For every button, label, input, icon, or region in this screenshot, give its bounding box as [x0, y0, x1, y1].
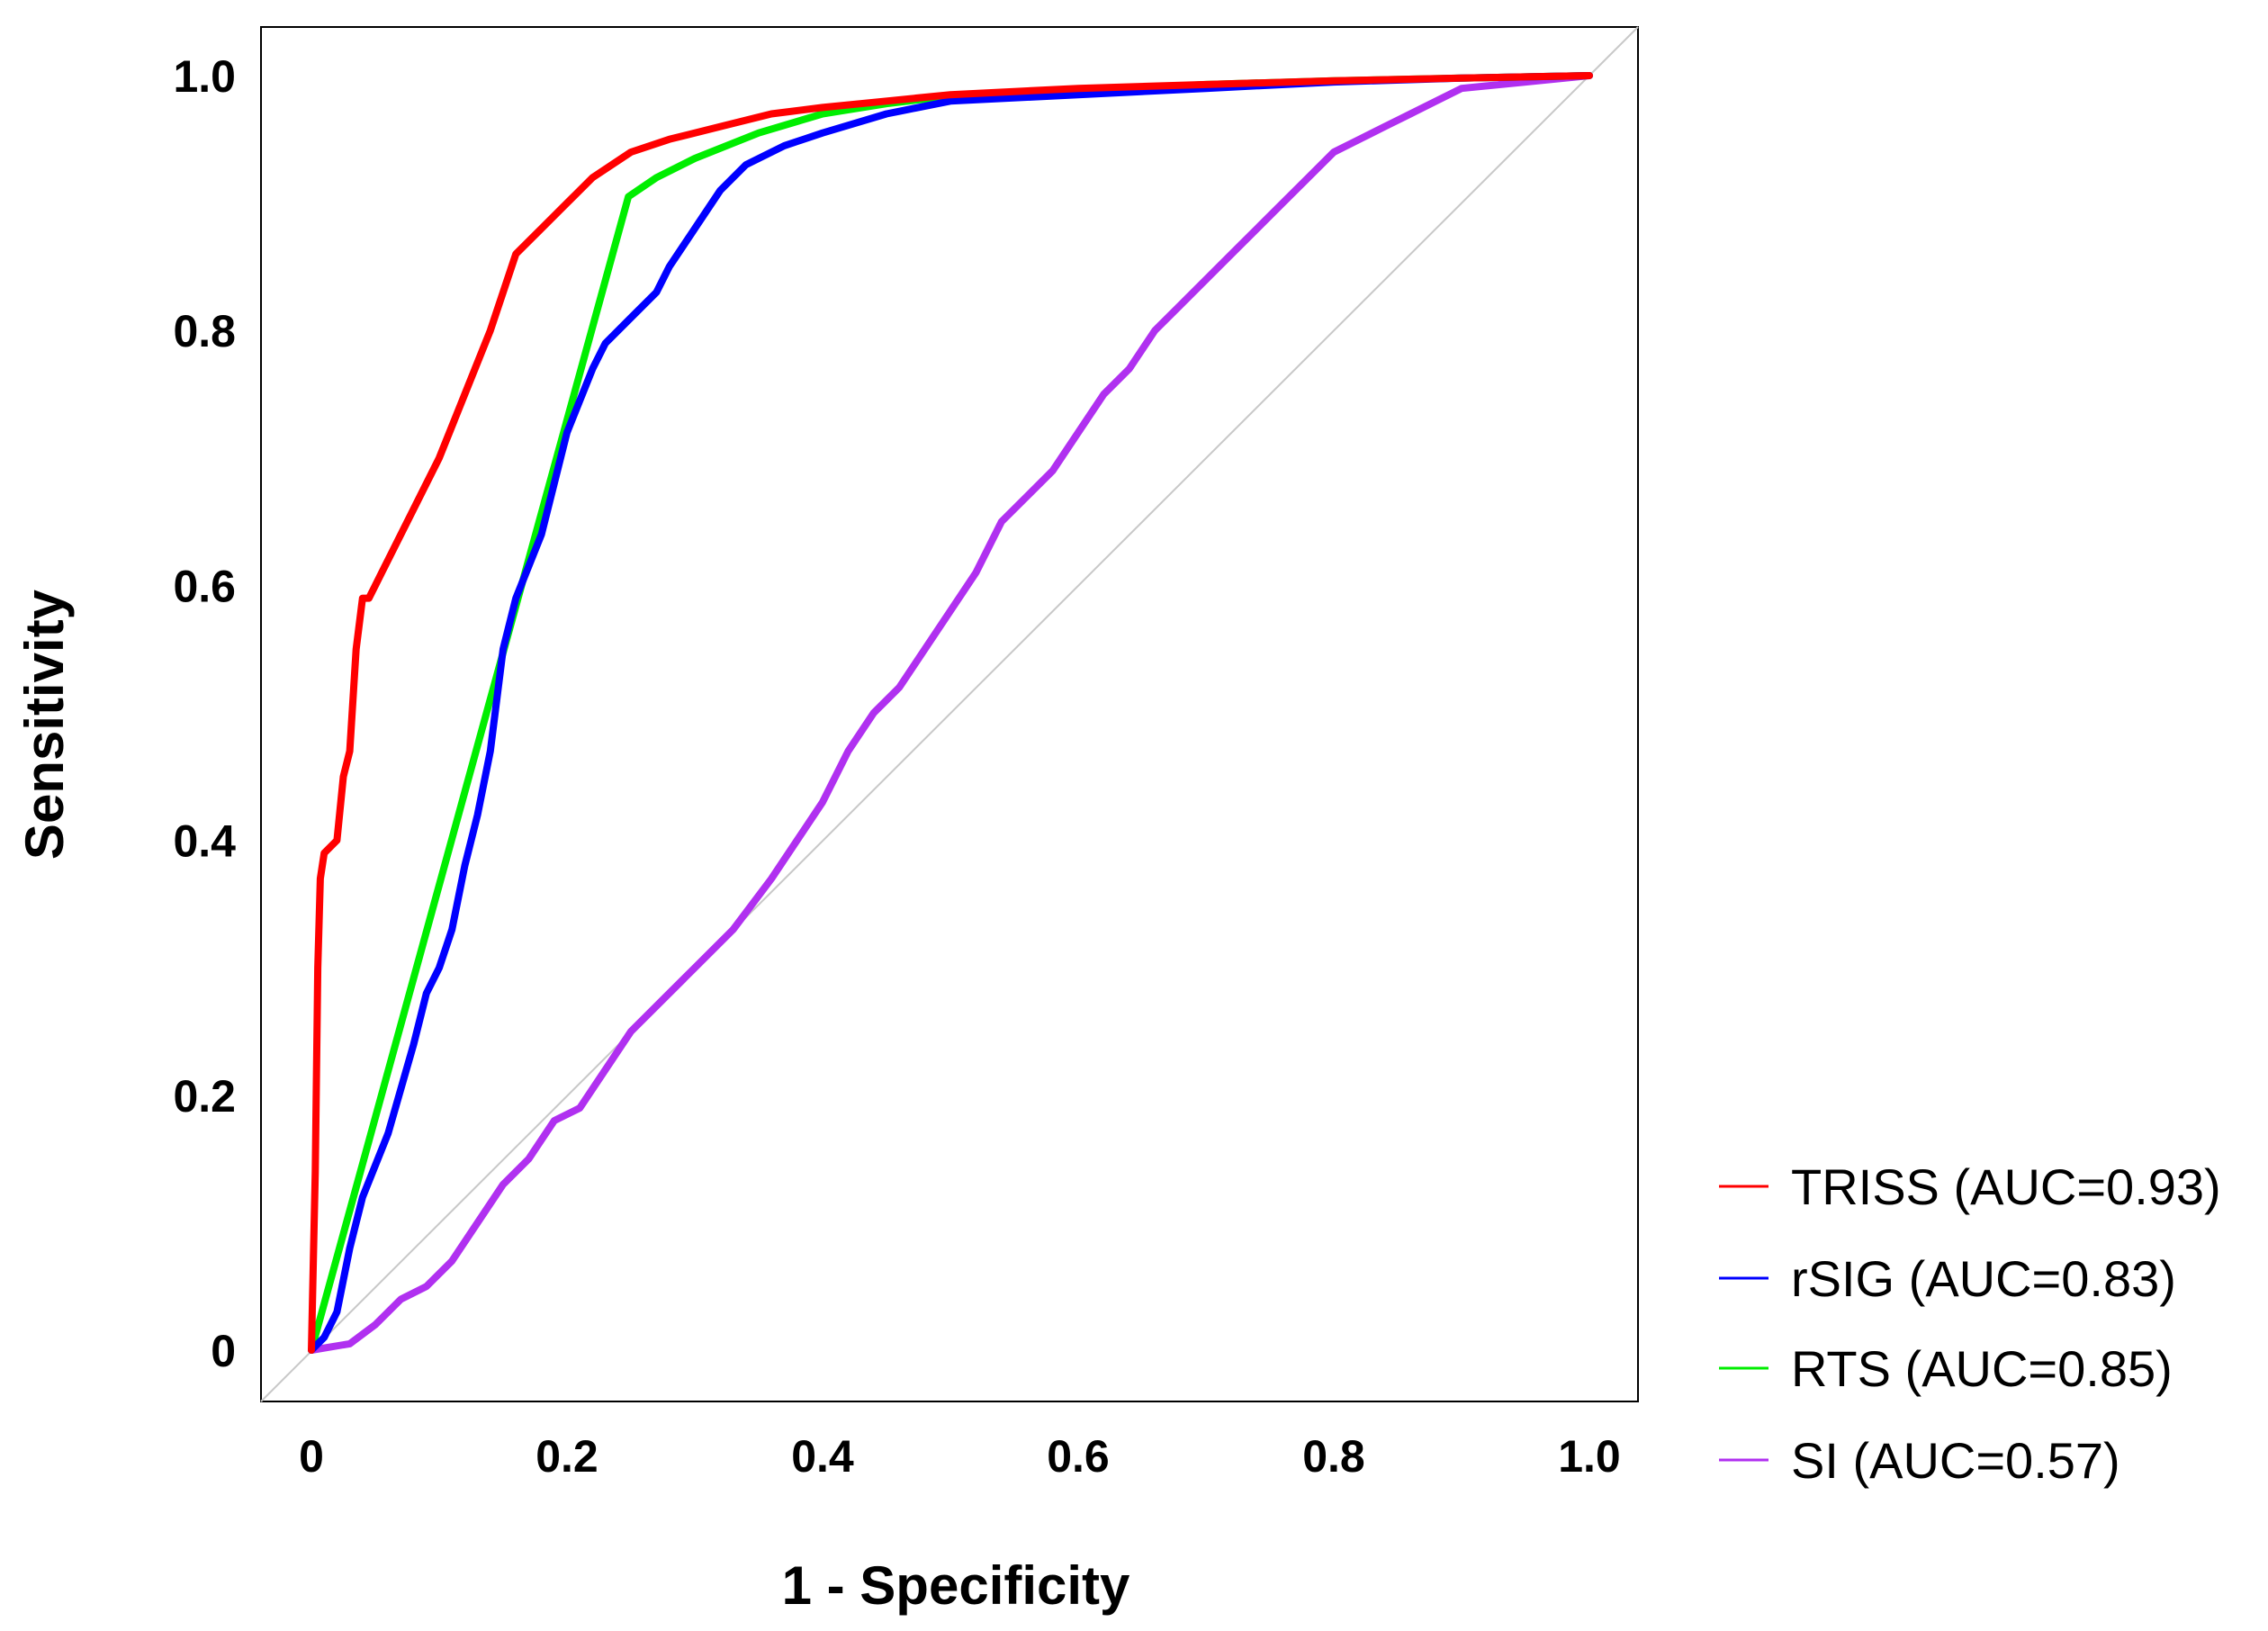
- legend-label-triss: TRISS (AUC=0.93): [1791, 1158, 2221, 1215]
- y-tick-label-0: 0: [211, 1326, 236, 1376]
- series-line-si: [308, 72, 1593, 1354]
- y-tick-label-4: 0.8: [173, 306, 236, 356]
- x-tick-label-3: 0.6: [1047, 1431, 1110, 1482]
- y-tick-label-1: 0.2: [173, 1071, 236, 1122]
- series-layer: [308, 72, 1593, 1354]
- y-tick-label-2: 0.4: [173, 816, 236, 867]
- legend-label-rsig: rSIG (AUC=0.83): [1791, 1250, 2176, 1307]
- x-tick-label-0: 0: [299, 1431, 324, 1482]
- x-tick-label-4: 0.8: [1302, 1431, 1365, 1482]
- y-axis-title: Sensitivity: [14, 589, 75, 860]
- x-tick-label-2: 0.4: [791, 1431, 854, 1482]
- y-tick-label-3: 0.6: [173, 561, 236, 611]
- y-axis-ticks: 0 0.2 0.4 0.6 0.8 1.0: [173, 51, 236, 1376]
- x-tick-label-5: 1.0: [1558, 1431, 1621, 1482]
- legend: TRISS (AUC=0.93) rSIG (AUC=0.83) RTS (AU…: [1719, 1158, 2221, 1489]
- series-line-rsig: [308, 72, 1593, 1354]
- x-tick-label-1: 0.2: [536, 1431, 598, 1482]
- x-axis-title: 1 - Specificity: [782, 1555, 1130, 1616]
- legend-label-si: SI (AUC=0.57): [1791, 1432, 2120, 1489]
- y-tick-label-5: 1.0: [173, 51, 236, 102]
- reference-diagonal-line: [260, 26, 1639, 1402]
- series-line-triss: [308, 72, 1593, 1354]
- legend-label-rts: RTS (AUC=0.85): [1791, 1340, 2173, 1397]
- plot-frame: [260, 26, 1639, 1402]
- x-axis-ticks: 0 0.2 0.4 0.6 0.8 1.0: [299, 1431, 1621, 1482]
